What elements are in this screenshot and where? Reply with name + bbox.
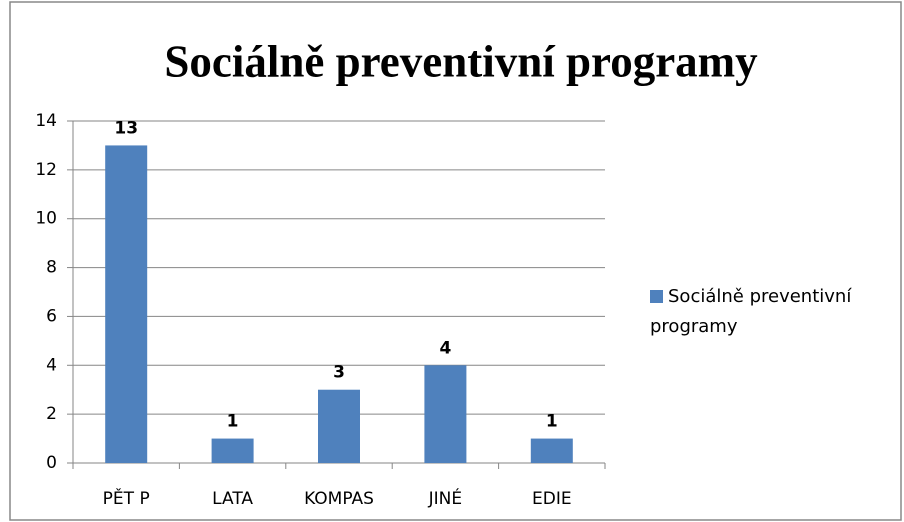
x-tick-label: JINÉ <box>428 487 463 509</box>
legend-swatch <box>650 290 663 303</box>
y-tick-label: 14 <box>35 111 57 131</box>
y-tick-label: 10 <box>35 209 57 229</box>
bar <box>105 145 148 463</box>
bar <box>318 389 360 463</box>
y-tick-label: 4 <box>46 355 57 375</box>
bar <box>424 365 467 463</box>
y-tick-label: 6 <box>46 306 57 326</box>
value-label: 13 <box>114 118 138 138</box>
legend-label: Sociálně preventivní programy <box>650 286 852 337</box>
value-label: 4 <box>439 338 451 358</box>
bar <box>530 438 573 463</box>
y-tick-label: 8 <box>46 258 57 278</box>
value-label: 1 <box>227 412 239 432</box>
x-tick-label: LATA <box>212 489 253 509</box>
y-tick-label: 0 <box>46 453 57 473</box>
x-tick-label: PĚT P <box>103 487 150 509</box>
legend: Sociálně preventivní programy <box>650 282 900 342</box>
value-label: 1 <box>546 412 558 432</box>
chart-title: Sociálně preventivní programy <box>164 36 758 86</box>
y-tick-label: 2 <box>46 404 57 424</box>
y-tick-label: 12 <box>35 160 57 180</box>
value-label: 3 <box>333 363 345 383</box>
chart-border <box>9 1 902 521</box>
x-tick-label: KOMPAS <box>304 489 374 509</box>
x-tick-label: EDIE <box>532 489 572 509</box>
bar <box>211 438 254 463</box>
